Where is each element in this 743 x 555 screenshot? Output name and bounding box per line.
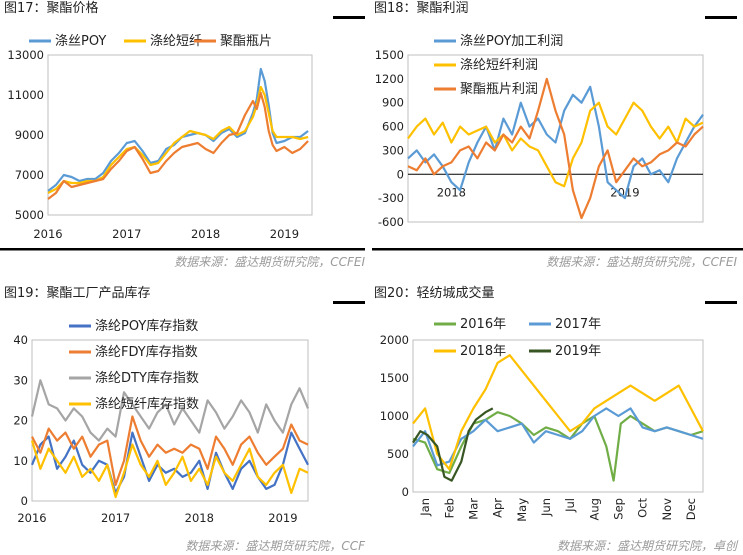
c20-legend-label-1: 2017年	[555, 317, 601, 332]
c17-plot-frame	[47, 54, 313, 216]
c19-series-line-0	[30, 431, 309, 494]
c20-x-tick-label: Mar	[466, 498, 480, 520]
c17-legend-label-1: 涤纶短纤	[150, 34, 202, 49]
c19-x-tick-label: 2019	[268, 511, 297, 525]
c18-x-tick-label: 2019	[610, 185, 639, 199]
c19-series-line-3	[30, 440, 309, 499]
c20-x-tick-label: Aug	[587, 498, 601, 520]
separator-line	[0, 248, 365, 251]
c20-legend-label-2: 2018年	[460, 344, 506, 359]
c20-x-tick-label: Apr	[491, 498, 505, 518]
c20-x-tick-label: Oct	[636, 498, 650, 518]
c20-series-line-1	[412, 407, 704, 467]
c20-x-tick-label: Jun	[539, 498, 553, 517]
c20-y-tick-label: 1500	[380, 371, 409, 385]
chart19-title: 图19：聚酯工厂产品库存	[4, 285, 151, 301]
c17-plot: 5000 7000 9000 11000 13000 2016 2017 2018 2019 涤丝…	[7, 34, 313, 241]
c17-legend-label-2: 聚酯瓶片	[220, 34, 272, 49]
chart19-source: 数据来源：盛达期货研究院，CCF	[185, 539, 366, 553]
c20-x-tick-label: Dec	[684, 498, 698, 520]
c18-y-tick-label: 900	[382, 96, 404, 110]
c20-x-tick-label: Nov	[660, 498, 674, 521]
title-accent-bar	[705, 16, 737, 19]
c20-x-tick-label: Jul	[563, 498, 577, 513]
c20-legend-label-3: 2019年	[555, 344, 601, 359]
c19-x-tick-label: 2017	[101, 511, 130, 525]
c19-y-tick-label: 30	[13, 373, 28, 387]
c19-x-tick-label: 2018	[185, 511, 214, 525]
c18-series-line-1	[407, 101, 704, 188]
c20-y-tick-label: 2000	[380, 333, 409, 347]
c18-y-tick-label: -600	[378, 215, 404, 229]
c17-y-tick-label: 7000	[15, 168, 44, 182]
c19-series-line-2	[30, 379, 310, 442]
c17-series-line-0	[47, 67, 309, 192]
c20-x-tick-label: Feb	[442, 498, 456, 518]
c20-plot: 0 500 1000 1500 2000 Jan Feb Mar Apr May Jun Jul Aug…	[380, 317, 704, 522]
c18-legend-label-1: 涤纶短纤利润	[460, 58, 538, 73]
c17-y-tick-label: 9000	[15, 128, 44, 142]
chart20-title: 图20：轻纺城成交量	[374, 285, 495, 301]
c19-legend-label-2: 涤纶DTY库存指数	[95, 370, 199, 386]
c17-legend-label-0: 涤丝POY	[55, 34, 106, 49]
title-accent-bar	[333, 301, 365, 304]
c19-y-tick-label: 0	[21, 494, 28, 508]
c17-x-tick-label: 2017	[112, 227, 141, 241]
c17-y-tick-label: 5000	[15, 208, 44, 222]
c20-series-line-2	[412, 354, 704, 471]
title-accent-bar	[333, 16, 365, 19]
c18-y-tick-label: 1500	[375, 48, 404, 62]
chart18-source: 数据来源：盛达期货研究院，CCFEI	[546, 255, 737, 269]
chart17-title: 图17：聚酯价格	[4, 0, 99, 16]
chart17-source: 数据来源：盛达期货研究院，CCFEI	[174, 255, 365, 269]
c18-series-line-2	[407, 77, 704, 220]
c19-plot: 0 10 20 30 40 2016 2017 2018 2019 涤纶POY库存指数涤纶FDY库…	[13, 318, 310, 525]
c18-y-tick-label: 300	[382, 143, 404, 157]
c19-y-tick-label: 20	[13, 414, 28, 428]
c18-y-tick-label: 1200	[375, 72, 404, 86]
c20-y-tick-label: 1000	[380, 409, 409, 423]
c17-x-tick-label: 2016	[33, 227, 62, 241]
c19-y-tick-label: 10	[13, 454, 28, 468]
c20-y-tick-label: 500	[387, 447, 409, 461]
c17-x-tick-label: 2018	[191, 227, 220, 241]
c20-plot-frame	[412, 339, 704, 493]
c20-legend-label-0: 2016年	[460, 317, 506, 332]
chart18-title: 图18：聚酯利润	[374, 1, 469, 16]
c18-legend-label-0: 涤丝POY加工利润	[460, 34, 563, 49]
c18-series-line-0	[407, 85, 704, 200]
c17-x-tick-label: 2019	[270, 227, 299, 241]
c20-x-tick-label: May	[515, 498, 529, 522]
c19-y-tick-label: 40	[13, 333, 28, 347]
c19-legend-label-1: 涤纶FDY库存指数	[95, 344, 198, 360]
title-accent-bar	[705, 301, 737, 304]
c17-series-line-2	[47, 91, 309, 200]
c20-series-line-3	[412, 407, 494, 482]
c19-legend-label-0: 涤纶POY库存指数	[95, 318, 198, 334]
separator-line	[372, 248, 743, 251]
c19-legend-label-3: 涤纶短纤库存指数	[95, 396, 199, 412]
c18-legend-label-2: 聚酯瓶片利润	[460, 82, 538, 97]
c17-y-tick-label: 11000	[7, 88, 44, 102]
c18-y-tick-label: 600	[382, 120, 404, 134]
c20-x-tick-label: Jan	[418, 498, 432, 517]
chart20-source: 数据来源：盛达期货研究院，卓创	[557, 539, 739, 553]
c18-y-tick-label: 0	[397, 167, 404, 181]
c19-plot-frame	[31, 339, 309, 502]
c19-x-tick-label: 2016	[17, 511, 46, 525]
c18-y-tick-label: -300	[378, 191, 404, 205]
c17-y-tick-label: 13000	[7, 48, 44, 62]
c20-x-tick-label: Sep	[611, 498, 625, 520]
c19-series-line-1	[31, 415, 309, 486]
c20-y-tick-label: 0	[402, 485, 409, 499]
